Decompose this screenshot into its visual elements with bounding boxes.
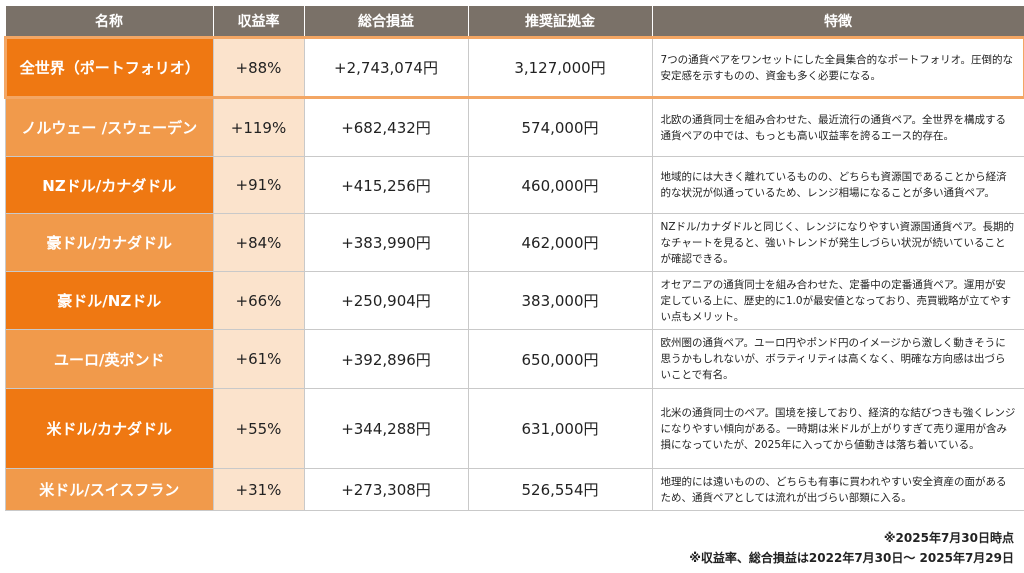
feature-text: NZドル/カナダドルと同じく、レンジになりやすい資源国通貨ペア。長期的なチャート…	[651, 213, 1024, 272]
header-row: 名称 収益率 総合損益 推奨証拠金 特徴	[5, 6, 1024, 38]
header-total-pl: 総合損益	[304, 6, 469, 38]
pair-name: ノルウェー /スウェーデン	[5, 97, 214, 157]
feature-text: 欧州圏の通貨ペア。ユーロ円やポンド円のイメージから激しく動きそうに思うかもしれな…	[651, 329, 1024, 389]
total-pl: +344,288円	[303, 388, 469, 469]
recommended-margin: 3,127,000円	[467, 36, 653, 99]
total-pl: +415,256円	[303, 156, 469, 214]
return-rate: +55%	[212, 388, 305, 469]
table-row: 米ドル/スイスフラン +31% +273,308円 526,554円 地理的には…	[5, 468, 1024, 511]
return-rate: +84%	[212, 213, 305, 272]
return-rate: +91%	[212, 156, 305, 214]
header-rate: 収益率	[213, 6, 305, 38]
recommended-margin: 574,000円	[467, 97, 653, 157]
total-pl: +392,896円	[303, 329, 469, 389]
return-rate: +66%	[212, 271, 305, 330]
pair-name: 豪ドル/カナダドル	[5, 213, 214, 272]
pair-name: NZドル/カナダドル	[5, 156, 214, 214]
return-rate: +119%	[212, 97, 305, 157]
footnote-date: ※2025年7月30日時点	[883, 531, 1014, 545]
return-rate: +61%	[212, 329, 305, 389]
recommended-margin: 631,000円	[467, 388, 653, 469]
feature-text: 北米の通貨同士のペア。国境を接しており、経済的な結びつきも強くレンジになりやすい…	[651, 388, 1024, 469]
total-pl: +273,308円	[303, 468, 469, 511]
recommended-margin: 526,554円	[467, 468, 653, 511]
feature-text: 7つの通貨ペアをワンセットにした全員集合的なポートフォリオ。圧倒的な安定感を示す…	[651, 36, 1024, 99]
recommended-margin: 383,000円	[467, 271, 653, 330]
return-rate: +88%	[212, 36, 305, 99]
feature-text: オセアニアの通貨同士を組み合わせた、定番中の定番通貨ペア。運用が安定している上に…	[651, 271, 1024, 330]
comparison-table: 名称 収益率 総合損益 推奨証拠金 特徴 全世界（ポートフォリオ） +88% +…	[4, 6, 1024, 511]
header-features: 特徴	[652, 6, 1024, 38]
pair-name: 米ドル/スイスフラン	[5, 468, 214, 511]
pair-name: ユーロ/英ポンド	[5, 329, 214, 389]
recommended-margin: 460,000円	[467, 156, 653, 214]
total-pl: +2,743,074円	[303, 36, 469, 99]
feature-text: 地域的には大きく離れているものの、どちらも資源国であることから経済的な状況が似通…	[651, 156, 1024, 214]
table-row: 全世界（ポートフォリオ） +88% +2,743,074円 3,127,000円…	[4, 36, 1024, 99]
total-pl: +682,432円	[303, 97, 469, 157]
total-pl: +383,990円	[303, 213, 469, 272]
table-row: ノルウェー /スウェーデン +119% +682,432円 574,000円 北…	[5, 97, 1024, 157]
feature-text: 北欧の通貨同士を組み合わせた、最近流行の通貨ペア。全世界を構成する通貨ペアの中で…	[651, 97, 1024, 157]
table-row: NZドル/カナダドル +91% +415,256円 460,000円 地域的には…	[5, 156, 1024, 214]
table-row: 豪ドル/NZドル +66% +250,904円 383,000円 オセアニアの通…	[5, 271, 1024, 330]
pair-name: 豪ドル/NZドル	[5, 271, 214, 330]
total-pl: +250,904円	[303, 271, 469, 330]
table-row: ユーロ/英ポンド +61% +392,896円 650,000円 欧州圏の通貨ペ…	[5, 329, 1024, 389]
return-rate: +31%	[212, 468, 305, 511]
feature-text: 地理的には遠いものの、どちらも有事に買われやすい安全資産の面があるため、通貨ペア…	[651, 468, 1024, 511]
recommended-margin: 650,000円	[467, 329, 653, 389]
pair-name: 米ドル/カナダドル	[5, 388, 214, 469]
footnote-period: ※収益率、総合損益は2022年7月30日～ 2025年7月29日	[689, 551, 1014, 565]
table-row: 米ドル/カナダドル +55% +344,288円 631,000円 北米の通貨同…	[5, 388, 1024, 469]
header-margin: 推奨証拠金	[468, 6, 653, 38]
pair-name: 全世界（ポートフォリオ）	[4, 36, 214, 99]
header-name: 名称	[5, 6, 214, 38]
recommended-margin: 462,000円	[467, 213, 653, 272]
table-row: 豪ドル/カナダドル +84% +383,990円 462,000円 NZドル/カ…	[5, 213, 1024, 272]
